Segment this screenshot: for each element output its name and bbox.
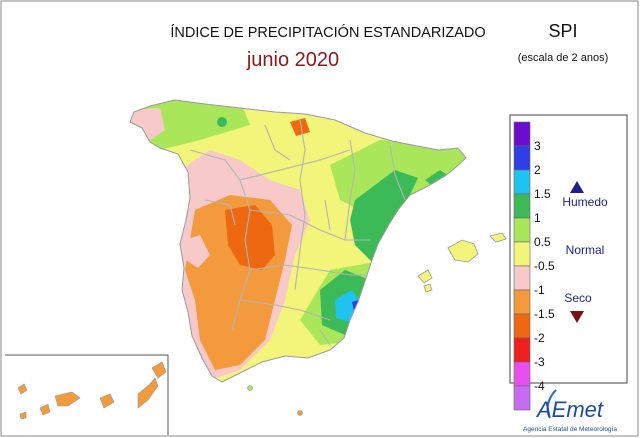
el-hierro <box>19 411 27 420</box>
legend-swatch-9 <box>513 337 531 363</box>
dry-triangle-icon <box>570 311 584 323</box>
la-gomera <box>39 403 51 416</box>
gran-canaria <box>99 393 115 409</box>
legend-label-10: -4 <box>534 379 545 393</box>
menorca <box>489 232 507 243</box>
peninsula-outline <box>129 99 467 383</box>
index-scale: (escala de 2 anos) <box>518 52 609 64</box>
legend-swatch-3 <box>513 193 531 219</box>
legend-swatch-6 <box>513 265 531 291</box>
aemet-logo: AEmet Agencia Estatal de Meteorología <box>523 389 617 433</box>
ibiza <box>417 269 433 284</box>
inset-frame <box>5 354 169 435</box>
legend-wet-label: Humedo <box>562 195 608 209</box>
legend: 321.510.5-0.5-1-1.5-2-3-4 Humedo Normal … <box>509 114 628 411</box>
region-boundaries <box>189 119 406 346</box>
legend-label-4: 0.5 <box>534 235 551 249</box>
legend-label-7: -1.5 <box>534 307 555 321</box>
humid-spot-galicia <box>217 117 227 127</box>
extreme-dry-zone <box>225 205 275 270</box>
la-palma <box>17 383 28 395</box>
legend-label-2: 1.5 <box>534 187 551 201</box>
melilla <box>297 410 303 416</box>
tenerife <box>54 391 81 407</box>
legend-label-1: 2 <box>534 163 541 177</box>
legend-swatch-0 <box>513 121 531 147</box>
fuerteventura <box>137 377 159 409</box>
legend-normal-label: Normal <box>566 243 605 257</box>
legend-swatch-8 <box>513 313 531 339</box>
wet-triangle-icon <box>570 181 584 193</box>
humid-east-zone <box>350 170 418 262</box>
lanzarote <box>151 361 167 379</box>
dry-pocket-west <box>185 235 210 268</box>
legend-dry-label: Seco <box>564 291 592 305</box>
balearic-islands <box>417 232 507 293</box>
legend-label-3: 1 <box>534 211 541 225</box>
map-title: ÍNDICE DE PRECIPITACIÓN ESTANDARIZADO <box>170 24 485 41</box>
legend-label-0: 3 <box>534 139 541 153</box>
formentera <box>423 283 433 293</box>
legend-swatch-7 <box>513 289 531 315</box>
map-period: junio 2020 <box>246 49 339 71</box>
legend-swatch-2 <box>513 169 531 195</box>
legend-label-5: -0.5 <box>534 259 555 273</box>
mallorca <box>447 239 479 263</box>
legend-swatch-11 <box>513 385 531 411</box>
index-name: SPI <box>548 21 577 41</box>
logo-swoosh-icon <box>546 389 557 419</box>
legend-swatch-1 <box>513 145 531 171</box>
legend-swatches <box>513 121 531 411</box>
legend-label-9: -3 <box>534 355 545 369</box>
legend-swatch-5 <box>513 241 531 267</box>
legend-label-8: -2 <box>534 331 545 345</box>
iberian-peninsula <box>129 99 467 383</box>
legend-label-6: -1 <box>534 283 545 297</box>
canary-islands-inset <box>5 354 169 435</box>
logo-tagline: Agencia Estatal de Meteorología <box>523 426 617 433</box>
legend-labels: 3 2 1.5 1 0.5 -0.5 -1 -1.5 -2 -3 -4 <box>534 139 555 393</box>
legend-swatch-4 <box>513 217 531 243</box>
legend-swatch-10 <box>513 361 531 387</box>
logo-wordmark: AEmet <box>535 397 604 422</box>
extreme-dry-spot-north <box>290 118 310 136</box>
ceuta <box>247 385 253 391</box>
